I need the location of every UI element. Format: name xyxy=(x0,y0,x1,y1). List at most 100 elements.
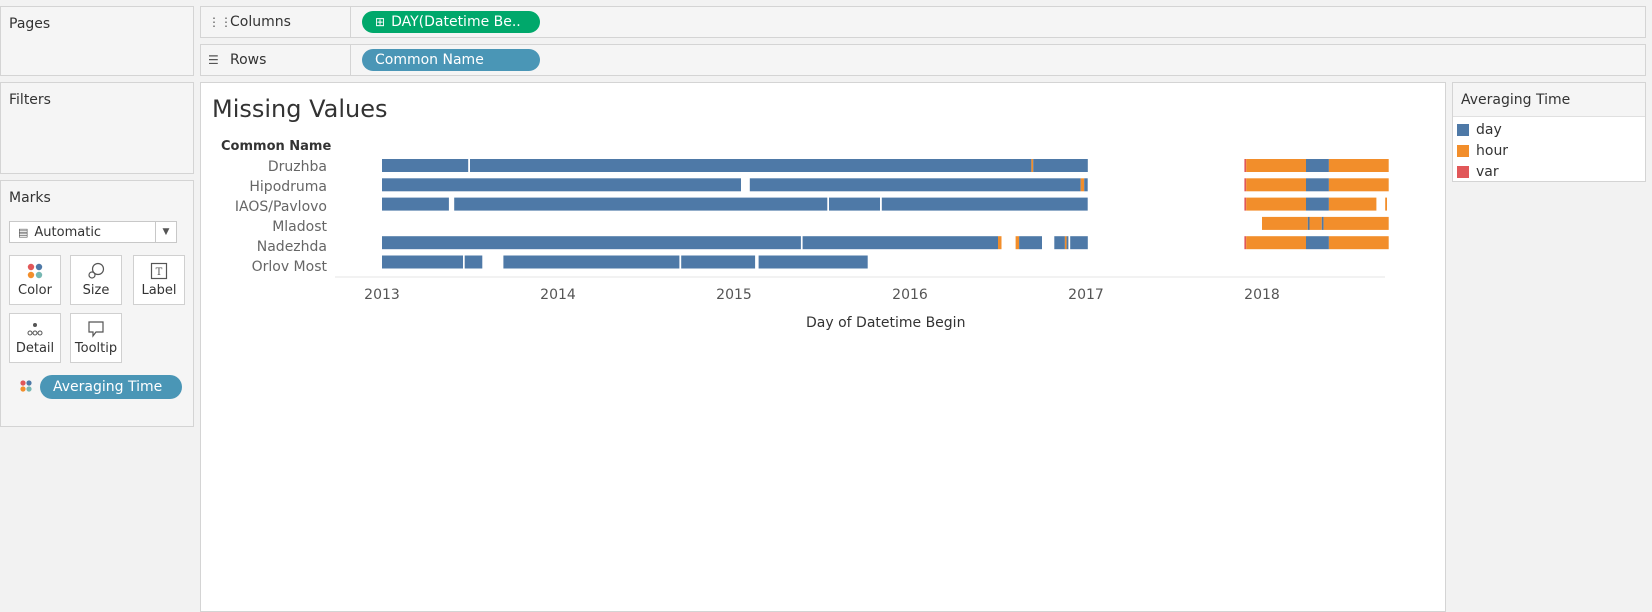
gantt-bar-day[interactable] xyxy=(1084,178,1088,192)
legend-label: day xyxy=(1476,122,1502,138)
gantt-bar-hour[interactable] xyxy=(1246,197,1306,211)
gantt-bar-day[interactable] xyxy=(1306,197,1329,211)
row-label[interactable]: Mladost xyxy=(272,219,327,235)
mark-type-icon: ▤ xyxy=(18,225,29,239)
gantt-bar-hour[interactable] xyxy=(1246,178,1306,192)
row-header: Common Name xyxy=(221,139,332,154)
legend-item-hour[interactable]: hour xyxy=(1457,142,1508,160)
legend-title: Averaging Time xyxy=(1461,92,1571,108)
gantt-bar-day[interactable] xyxy=(1019,236,1042,250)
x-tick-label: 2016 xyxy=(892,287,928,303)
legend-swatch xyxy=(1457,166,1469,178)
gantt-bar-day[interactable] xyxy=(1306,236,1329,250)
tooltip-icon xyxy=(71,320,121,342)
filters-panel[interactable]: Filters xyxy=(0,82,194,174)
gantt-bar-hour[interactable] xyxy=(1328,159,1389,172)
gantt-bar-hour[interactable] xyxy=(1246,236,1306,250)
row-labels: Druzhba Hipodruma IAOS/Pavlovo Mladost N… xyxy=(201,158,327,278)
columns-icon: ⋮⋮ xyxy=(208,15,232,29)
gantt-bar-day[interactable] xyxy=(881,197,1088,211)
gantt-bar-var[interactable] xyxy=(1244,159,1247,172)
gantt-bar-day[interactable] xyxy=(470,159,1032,172)
size-icon xyxy=(71,262,121,284)
gantt-bar-hour[interactable] xyxy=(1385,197,1387,211)
filters-title: Filters xyxy=(9,92,51,108)
gantt-bar-hour[interactable] xyxy=(1328,197,1377,211)
gantt-bar-hour[interactable] xyxy=(1064,236,1067,250)
rows-shelf[interactable]: ☰ Rows Common Name xyxy=(200,44,1646,76)
gantt-bar-day[interactable] xyxy=(382,236,801,250)
columns-label-text: Columns xyxy=(230,14,291,30)
gantt-bar-day[interactable] xyxy=(681,255,756,269)
averaging-time-pill-label: Averaging Time xyxy=(53,379,163,395)
gantt-bar-day[interactable] xyxy=(1321,216,1324,230)
legend-item-var[interactable]: var xyxy=(1457,163,1499,181)
gantt-bar-day[interactable] xyxy=(382,178,741,192)
x-tick-label: 2018 xyxy=(1244,287,1280,303)
gantt-bar-day[interactable] xyxy=(1054,236,1065,250)
x-tick-label: 2014 xyxy=(540,287,576,303)
legend-label: var xyxy=(1476,164,1499,180)
chart-title: Missing Values xyxy=(212,95,388,123)
x-axis-title: Day of Datetime Begin xyxy=(806,315,966,331)
gantt-bar-hour[interactable] xyxy=(1080,178,1085,192)
gantt-bar-hour[interactable] xyxy=(1328,236,1389,250)
row-label[interactable]: Nadezhda xyxy=(256,239,327,255)
legend-header[interactable]: Averaging Time xyxy=(1453,83,1645,117)
averaging-time-pill[interactable]: Averaging Time xyxy=(40,375,182,399)
marks-panel: Marks ▤ Automatic ▼ Color Size T Label D… xyxy=(0,180,194,427)
gantt-bar-day[interactable] xyxy=(503,255,680,269)
color-button[interactable]: Color xyxy=(9,255,61,305)
gantt-bar-day[interactable] xyxy=(1306,159,1329,172)
plus-icon: ⊞ xyxy=(375,15,386,29)
rows-icon: ☰ xyxy=(208,53,219,67)
size-button[interactable]: Size xyxy=(70,255,122,305)
row-label[interactable]: Hipodruma xyxy=(249,179,327,195)
chart-view[interactable]: Missing Values Common Name Druzhba Hipod… xyxy=(200,82,1446,612)
gantt-bar-var[interactable] xyxy=(1244,178,1247,192)
chevron-down-icon[interactable]: ▼ xyxy=(155,222,176,242)
gantt-bar-day[interactable] xyxy=(454,197,828,211)
gantt-bar-hour[interactable] xyxy=(1309,216,1322,230)
label-button[interactable]: T Label xyxy=(133,255,185,305)
gantt-bar-day[interactable] xyxy=(1306,178,1329,192)
gantt-bar-hour[interactable] xyxy=(1323,216,1389,230)
gantt-bar-day[interactable] xyxy=(1066,236,1069,250)
gantt-bar-hour[interactable] xyxy=(1262,216,1308,230)
gantt-bar-day[interactable] xyxy=(382,159,469,172)
legend-label: hour xyxy=(1476,143,1509,159)
legend-item-day[interactable]: day xyxy=(1457,121,1502,139)
label-button-label: Label xyxy=(141,283,177,298)
gantt-bar-day[interactable] xyxy=(464,255,483,269)
row-label[interactable]: IAOS/Pavlovo xyxy=(234,199,327,215)
gantt-bar-hour[interactable] xyxy=(1015,236,1020,250)
gantt-bar-var[interactable] xyxy=(1244,236,1247,250)
gantt-bar-var[interactable] xyxy=(1244,197,1247,211)
gantt-bar-hour[interactable] xyxy=(1328,178,1389,192)
marks-title: Marks xyxy=(9,190,51,206)
row-label[interactable]: Orlov Most xyxy=(251,259,327,275)
gantt-plot[interactable] xyxy=(201,83,1447,283)
gantt-bar-day[interactable] xyxy=(749,178,1081,192)
svg-text:T: T xyxy=(156,267,163,278)
common-name-pill[interactable]: Common Name xyxy=(362,49,540,71)
gantt-bar-day[interactable] xyxy=(1033,159,1088,172)
tooltip-button[interactable]: Tooltip xyxy=(70,313,122,363)
columns-shelf[interactable]: ⋮⋮ Columns ⊞ DAY(Datetime Be.. xyxy=(200,6,1646,38)
detail-button-label: Detail xyxy=(15,341,55,356)
gantt-bar-hour[interactable] xyxy=(998,236,1002,250)
pages-panel[interactable]: Pages xyxy=(0,6,194,76)
gantt-bar-hour[interactable] xyxy=(1246,159,1306,172)
gantt-bar-day[interactable] xyxy=(1070,236,1088,250)
row-label[interactable]: Druzhba xyxy=(267,159,327,175)
gantt-bar-day[interactable] xyxy=(802,236,998,250)
gantt-bar-day[interactable] xyxy=(829,197,880,211)
datetime-pill[interactable]: ⊞ DAY(Datetime Be.. xyxy=(362,11,540,33)
gantt-bar-day[interactable] xyxy=(1307,216,1310,230)
detail-button[interactable]: Detail xyxy=(9,313,61,363)
gantt-bar-day[interactable] xyxy=(382,255,463,269)
gantt-bar-day[interactable] xyxy=(382,197,449,211)
gantt-bar-day[interactable] xyxy=(758,255,868,269)
gantt-bar-hour[interactable] xyxy=(1031,159,1034,172)
mark-type-dropdown[interactable]: ▤ Automatic ▼ xyxy=(9,221,177,243)
